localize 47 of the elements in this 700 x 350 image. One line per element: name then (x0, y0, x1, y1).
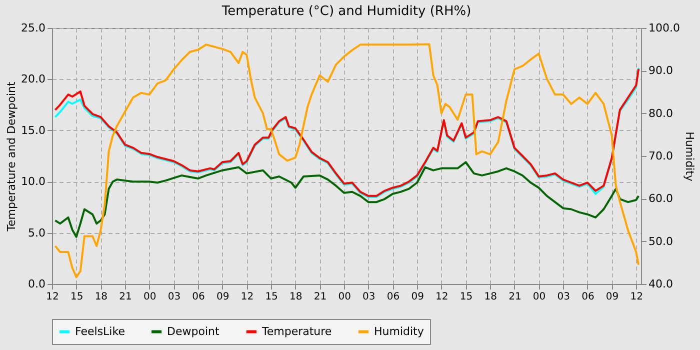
y2-tick-label: 50.0 (648, 234, 673, 248)
y-tick-label: 15.0 (21, 124, 46, 137)
legend-label: Temperature (261, 324, 332, 338)
x-tick-label: 21 (119, 292, 132, 302)
x-tick-label: 15 (265, 292, 278, 302)
x-tick-label: 12 (240, 292, 254, 302)
x-tick-label: 15 (460, 292, 473, 302)
y-tick-label: 5.0 (28, 226, 46, 240)
x-tick-label: 06 (192, 292, 205, 302)
y-axis-title: Temperature and Dewpoint (5, 80, 18, 232)
y2-tick-label: 100.0 (648, 22, 680, 34)
y-tick-label: 20.0 (21, 72, 46, 86)
x-tick-label: 03 (557, 292, 570, 302)
x-tick-label: 18 (484, 292, 497, 302)
chart-title: Temperature (°C) and Humidity (RH%) (220, 4, 472, 19)
y2-tick-label: 80.0 (648, 106, 673, 120)
x-tick-label: 15 (70, 292, 84, 302)
x-tick-label: 00 (532, 292, 546, 302)
x-tick-label: 21 (508, 292, 522, 302)
line-series (54, 43, 640, 278)
x-tick-label: 00 (143, 292, 156, 302)
y2-axis-title: Humidity (682, 132, 696, 182)
x-tick-label: 03 (168, 292, 181, 302)
x-tick-label: 09 (606, 292, 619, 302)
x-tick-label: 18 (94, 292, 108, 302)
y2-tick-label: 60.0 (648, 192, 673, 206)
y-tick-label: 10.0 (21, 175, 46, 188)
y2-tick-label: 90.0 (648, 64, 673, 78)
x-tick-label: 03 (362, 292, 376, 302)
x-tick-label: 06 (386, 292, 400, 302)
x-tick-label: 00 (338, 292, 351, 302)
y2-tick-label: 70.0 (648, 150, 673, 162)
x-tick-label: 09 (411, 292, 424, 302)
x-tick-label: 06 (582, 292, 594, 302)
y-tick-label: 25.0 (21, 22, 46, 34)
legend-label: FeelsLike (75, 324, 126, 338)
x-tick-label: 12 (436, 292, 448, 302)
x-tick-label: 21 (314, 292, 327, 302)
x-tick-label: 18 (290, 292, 302, 302)
line-series (54, 161, 640, 238)
legend-label: Dewpoint (167, 324, 220, 338)
y-tick-label: 0.0 (28, 278, 46, 290)
x-tick-label: 09 (216, 292, 230, 302)
y2-tick-label: 40.0 (648, 278, 673, 290)
x-tick-label: 12 (46, 292, 59, 302)
x-tick-label: 12 (630, 292, 643, 302)
legend-label: Humidity (374, 324, 424, 338)
